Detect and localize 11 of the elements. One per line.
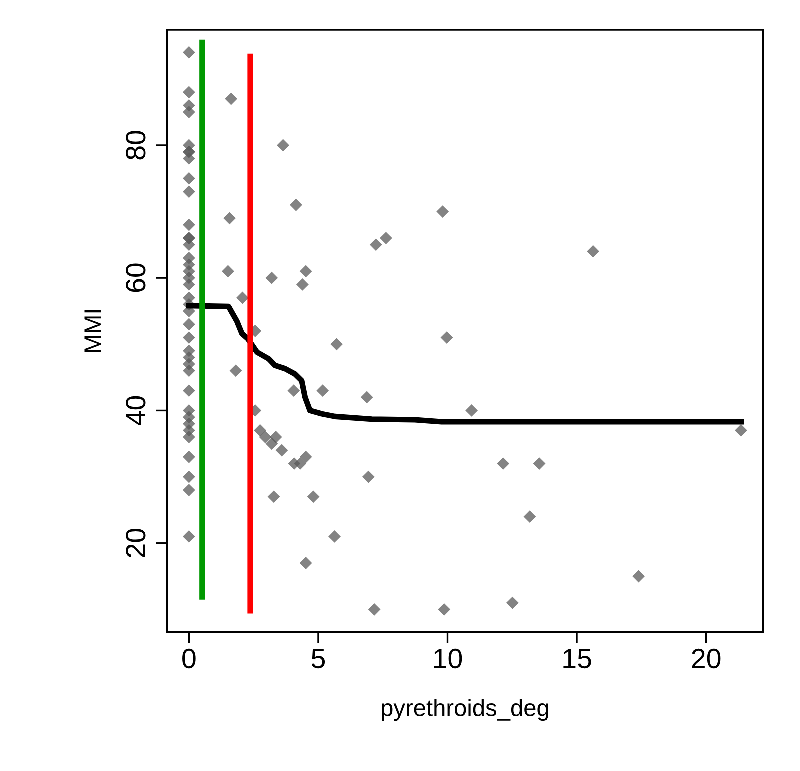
y-axis-title: MMI (84, 310, 101, 352)
y-tick-label: 60 (126, 264, 146, 292)
y-tick-label: 40 (126, 396, 146, 426)
y-tick-label: 20 (126, 528, 146, 558)
y-tick-label: 80 (126, 131, 146, 160)
x-tick-label: 0 (182, 648, 196, 669)
x-tick-label: 10 (434, 648, 462, 669)
x-tick-label: 20 (692, 648, 721, 669)
x-tick-label: 5 (312, 649, 326, 669)
x-axis-title: pyrethroids_deg (382, 699, 548, 722)
x-tick-label: 15 (564, 649, 592, 669)
